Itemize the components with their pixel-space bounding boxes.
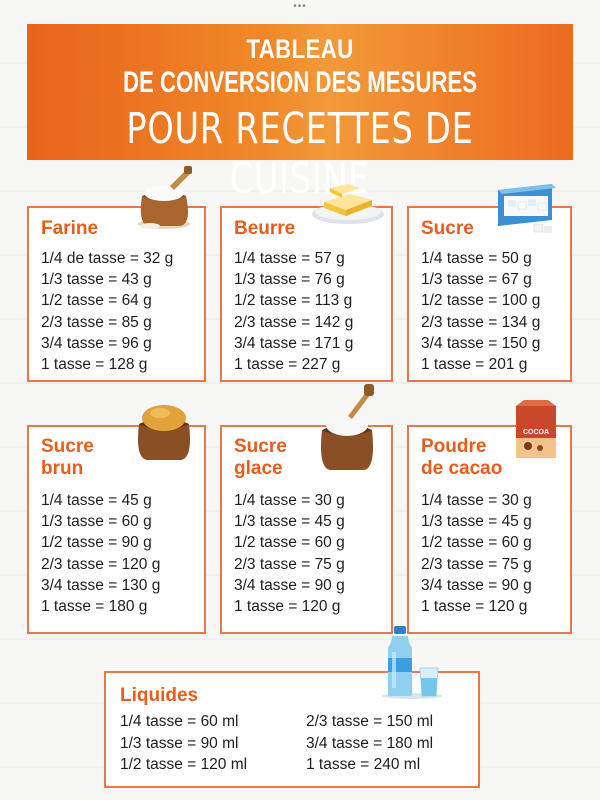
cocoa-box-label: COCOA (523, 429, 549, 436)
conversion-list: 1/4 tasse = 50 g 1/3 tasse = 67 g 1/2 ta… (421, 248, 540, 375)
conversion-row: 1/3 tasse = 90 ml (120, 734, 239, 752)
card-title: Beurre (234, 218, 296, 239)
conversion-row: 3/4 tasse = 90 g (234, 576, 345, 594)
conversion-row: 1/2 tasse = 90 g (41, 534, 152, 552)
card-cacao: Poudre de cacao 1/4 tasse = 30 g 1/3 tas… (407, 425, 572, 634)
conversion-row: 3/4 tasse = 90 g (421, 576, 532, 594)
conversion-row: 1/2 tasse = 113 g (234, 292, 353, 310)
sugar-box-icon (498, 184, 556, 233)
conversion-row: 1/2 tasse = 60 g (234, 534, 345, 552)
card-title: Liquides (120, 685, 199, 706)
card-farine: Farine 1/4 de tasse = 32 g 1/3 tasse = 4… (27, 206, 206, 382)
conversion-row: 1/3 tasse = 60 g (41, 513, 152, 531)
conversion-row: 3/4 tasse = 180 ml (306, 734, 434, 752)
brown-sugar-sack-icon (138, 405, 190, 460)
conversion-row: 1/3 tasse = 67 g (421, 271, 532, 289)
title-line-3: POUR RECETTES DE CUISINE (126, 104, 474, 204)
card-sucre: Sucre 1/4 tasse = 50 g 1/3 tasse = 67 g … (407, 206, 572, 382)
conversion-list-right: 2/3 tasse = 150 ml 3/4 tasse = 180 ml 1 … (306, 711, 433, 776)
conversion-row: 3/4 tasse = 150 g (421, 334, 541, 352)
conversion-row: 1/4 tasse = 57 g (234, 250, 345, 267)
conversion-row: 2/3 tasse = 75 g (234, 555, 345, 573)
conversion-row: 2/3 tasse = 120 g (41, 555, 161, 573)
cocoa-box-icon: COCOA (516, 400, 556, 458)
conversion-row: 1/2 tasse = 100 g (421, 292, 541, 310)
conversion-row: 1/3 tasse = 45 g (421, 513, 532, 531)
conversion-row: 2/3 tasse = 134 g (421, 313, 541, 331)
conversion-row: 1/2 tasse = 64 g (41, 292, 152, 310)
conversion-row: 3/4 tasse = 171 g (234, 334, 354, 352)
conversion-row: 1/3 tasse = 45 g (234, 513, 345, 531)
flour-sack-icon (138, 166, 192, 229)
card-title: Farine (41, 218, 99, 239)
conversion-row: 2/3 tasse = 142 g (234, 313, 354, 331)
conversion-row: 2/3 tasse = 85 g (41, 313, 152, 331)
conversion-row: 2/3 tasse = 75 g (421, 555, 532, 573)
conversion-row: 1 tasse = 201 g (421, 356, 528, 374)
card-liquides: Liquides 1/4 tasse = 60 ml 1/3 tasse = 9… (104, 671, 480, 788)
water-bottle-glass-icon (382, 626, 442, 699)
card-title: Sucre glace (234, 436, 287, 480)
butter-icon (312, 184, 384, 224)
conversion-list-left: 1/4 tasse = 60 ml 1/3 tasse = 90 ml 1/2 … (120, 711, 247, 776)
conversion-row: 1/4 tasse = 30 g (234, 492, 345, 509)
conversion-row: 1/4 tasse = 60 ml (120, 713, 239, 730)
conversion-row: 1 tasse = 120 g (421, 598, 528, 616)
title-line-2: DE CONVERSION DES MESURES (122, 66, 478, 99)
card-title-line: de cacao (421, 458, 503, 479)
conversion-row: 3/4 tasse = 130 g (41, 576, 161, 594)
conversion-row: 1/3 tasse = 76 g (234, 271, 345, 289)
conversion-list: 1/4 tasse = 45 g 1/3 tasse = 60 g 1/2 ta… (41, 490, 160, 617)
title-banner: TABLEAU DE CONVERSION DES MESURES POUR R… (27, 24, 573, 204)
conversion-row: 3/4 tasse = 96 g (41, 334, 152, 352)
card-beurre: Beurre 1/4 tasse = 57 g 1/3 tasse = 76 g… (220, 206, 393, 382)
conversion-row: 1/2 tasse = 120 ml (120, 756, 248, 773)
more-dots-icon: ••• (293, 1, 307, 12)
card-title: Poudre de cacao (421, 436, 502, 480)
conversion-row: 1 tasse = 128 g (41, 356, 148, 374)
conversion-row: 1/4 tasse = 30 g (421, 492, 532, 509)
icing-sugar-sack-icon (321, 384, 374, 470)
title-line-1: TABLEAU (246, 34, 354, 64)
conversion-row: 1/2 tasse = 60 g (421, 534, 532, 552)
conversion-row: 1 tasse = 227 g (234, 356, 341, 374)
conversion-list: 1/4 tasse = 57 g 1/3 tasse = 76 g 1/2 ta… (234, 248, 353, 375)
conversion-row: 1/4 tasse = 50 g (421, 250, 532, 267)
card-title-line: Sucre (234, 436, 287, 457)
card-title-line: Poudre (421, 436, 487, 457)
card-title: Sucre (421, 218, 474, 239)
card-title-line: Sucre (41, 436, 94, 457)
conversion-list: 1/4 de tasse = 32 g 1/3 tasse = 43 g 1/2… (41, 248, 173, 375)
conversion-list: 1/4 tasse = 30 g 1/3 tasse = 45 g 1/2 ta… (234, 490, 345, 617)
card-title-line: glace (234, 458, 283, 479)
conversion-row: 1/3 tasse = 43 g (41, 271, 152, 289)
conversion-row: 1 tasse = 120 g (234, 598, 341, 616)
conversion-row: 1/4 de tasse = 32 g (41, 250, 174, 267)
conversion-row: 2/3 tasse = 150 ml (306, 713, 434, 730)
card-title: Sucre brun (41, 436, 94, 480)
conversion-row: 1 tasse = 180 g (41, 598, 148, 616)
card-title-line: brun (41, 458, 84, 479)
card-sucre-glace: Sucre glace 1/4 tasse = 30 g 1/3 tasse =… (220, 425, 393, 634)
conversion-list: 1/4 tasse = 30 g 1/3 tasse = 45 g 1/2 ta… (421, 490, 532, 617)
conversion-row: 1 tasse = 240 ml (306, 756, 421, 773)
conversion-row: 1/4 tasse = 45 g (41, 492, 152, 509)
